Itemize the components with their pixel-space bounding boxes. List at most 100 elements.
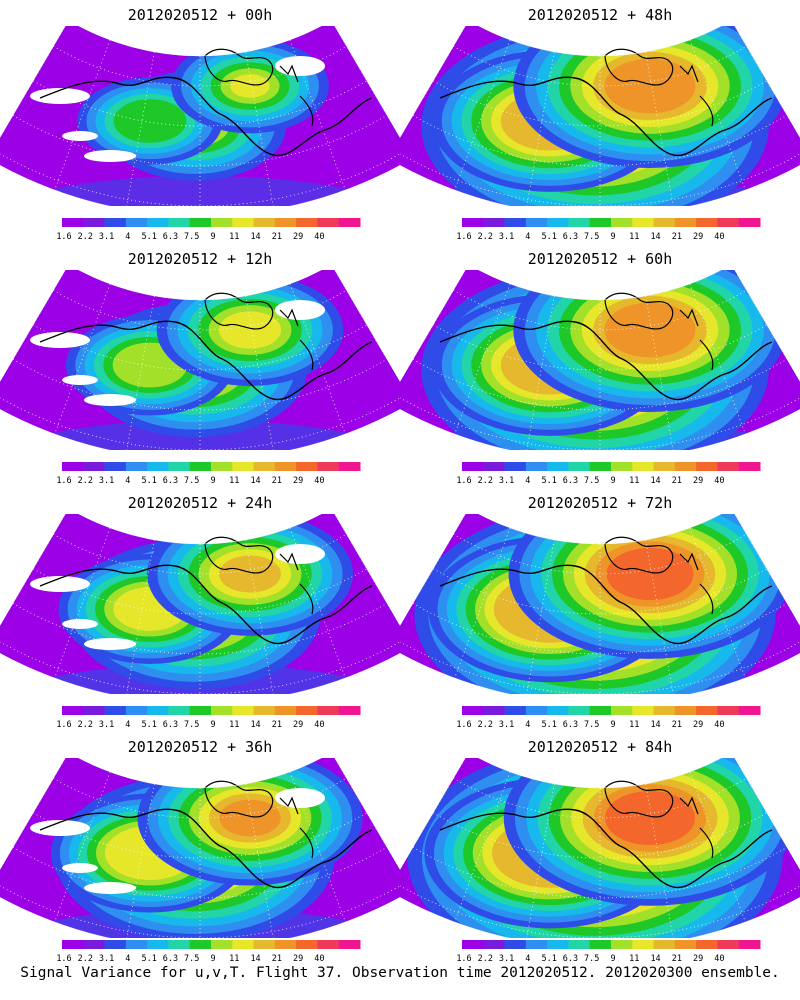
map-boundary bbox=[0, 26, 400, 206]
colorbar-swatch bbox=[168, 218, 191, 227]
colorbar-swatch bbox=[653, 462, 676, 471]
colorbar-tick-label: 21 bbox=[272, 720, 282, 730]
colorbar-swatch bbox=[462, 218, 484, 227]
colorbar-swatch bbox=[589, 940, 612, 949]
colorbar-tick-label: 5.1 bbox=[141, 232, 156, 242]
panel-title: 2012020512 + 60h bbox=[527, 250, 673, 268]
graticule-latitude bbox=[32, 80, 368, 127]
colorbar-tick-label: 4 bbox=[525, 720, 530, 730]
panel-60h: 2012020512 + 60h 1.6 2.2 3.1 4 5.1 6.3 7.5 9 11 1… bbox=[400, 244, 800, 486]
panel-title: 2012020512 + 72h bbox=[527, 494, 673, 512]
colorbar-tick-label: 21 bbox=[272, 954, 282, 964]
colorbar-swatch bbox=[696, 940, 718, 949]
colorbar-swatch bbox=[674, 706, 697, 715]
coastline-islands bbox=[204, 292, 274, 330]
colorbar-tick-label: 2.2 bbox=[478, 232, 493, 242]
colorbar-tick-label: 4 bbox=[125, 720, 130, 730]
colorbar: 1.6 2.2 3.1 4 5.1 6.3 7.5 9 11 14 21 29 40 bbox=[56, 706, 361, 730]
colorbar-swatch bbox=[674, 218, 697, 227]
colorbar-swatch bbox=[211, 462, 233, 471]
colorbar-tick-label: 6.3 bbox=[563, 720, 578, 730]
colorbar-tick-label: 7.5 bbox=[184, 954, 199, 964]
graticule-latitude bbox=[12, 602, 388, 655]
colorbar-swatch bbox=[62, 218, 84, 227]
colorbar-swatch bbox=[83, 940, 106, 949]
colorbar-swatch bbox=[62, 940, 84, 949]
field-gap bbox=[30, 576, 90, 592]
colorbar-tick-label: 11 bbox=[229, 720, 239, 730]
panel-title: 2012020512 + 36h bbox=[127, 738, 273, 756]
colorbar-tick-label: 1.6 bbox=[456, 476, 471, 486]
coastline-east bbox=[679, 308, 714, 371]
map-boundary bbox=[0, 758, 400, 938]
colorbar-tick-label: 21 bbox=[272, 232, 282, 242]
colorbar-tick-label: 3.1 bbox=[499, 232, 514, 242]
graticule-meridian bbox=[454, 283, 511, 435]
coastline-islands bbox=[604, 48, 674, 86]
colorbar-tick-label: 7.5 bbox=[584, 720, 599, 730]
field-contour bbox=[113, 99, 187, 143]
colorbar-tick-label: 3.1 bbox=[99, 954, 114, 964]
colorbar-tick-label: 5.1 bbox=[541, 720, 556, 730]
colorbar-swatch bbox=[232, 462, 255, 471]
colorbar-swatch bbox=[483, 462, 506, 471]
colorbar-swatch bbox=[338, 940, 361, 949]
colorbar-tick-label: 9 bbox=[610, 720, 615, 730]
colorbar-swatch bbox=[632, 706, 655, 715]
field-gap bbox=[62, 131, 98, 141]
colorbar-tick-label: 21 bbox=[672, 954, 682, 964]
coastline-east bbox=[279, 552, 314, 615]
colorbar-tick-label: 1.6 bbox=[456, 232, 471, 242]
graticule-meridian bbox=[54, 39, 111, 191]
colorbar-tick-label: 11 bbox=[229, 954, 239, 964]
colorbar-swatch bbox=[568, 462, 591, 471]
colorbar-tick-label: 9 bbox=[610, 232, 615, 242]
field-gap bbox=[275, 788, 325, 808]
colorbar-swatch bbox=[483, 940, 506, 949]
colorbar-tick-label: 9 bbox=[210, 720, 215, 730]
panel-36h: 2012020512 + 36h 1.6 2.2 3.1 4 5.1 6.3 7.5 9 11 1… bbox=[0, 732, 400, 972]
colorbar-tick-label: 5.1 bbox=[541, 954, 556, 964]
colorbar-swatch bbox=[462, 940, 484, 949]
colorbar-swatch bbox=[253, 940, 276, 949]
figure-caption: Signal Variance for u,v,T. Flight 37. Ob… bbox=[20, 965, 780, 981]
coastline-islands bbox=[204, 780, 274, 818]
colorbar-tick-label: 6.3 bbox=[163, 720, 178, 730]
field-contour bbox=[219, 799, 281, 837]
map-boundary bbox=[400, 514, 800, 694]
colorbar-tick-label: 9 bbox=[610, 476, 615, 486]
graticule-latitude bbox=[32, 812, 368, 859]
colorbar-tick-label: 40 bbox=[714, 720, 724, 730]
map bbox=[400, 514, 800, 694]
colorbar-tick-label: 5.1 bbox=[141, 476, 156, 486]
colorbar-tick-label: 5.1 bbox=[141, 954, 156, 964]
field-gap bbox=[30, 820, 90, 836]
colorbar-tick-label: 4 bbox=[125, 476, 130, 486]
coastline-east bbox=[279, 64, 314, 127]
field-gap bbox=[84, 394, 136, 406]
variance-field bbox=[0, 26, 400, 206]
colorbar-tick-label: 29 bbox=[693, 720, 703, 730]
colorbar-swatch bbox=[462, 706, 484, 715]
colorbar-swatch bbox=[147, 218, 169, 227]
colorbar-tick-label: 2.2 bbox=[78, 476, 93, 486]
coastline-islands bbox=[204, 48, 274, 86]
field-gap bbox=[62, 375, 98, 385]
field-contour bbox=[218, 311, 282, 349]
colorbar-swatch bbox=[296, 218, 318, 227]
field-gap bbox=[275, 56, 325, 76]
map bbox=[400, 758, 800, 938]
colorbar-swatch bbox=[83, 218, 106, 227]
colorbar-swatch bbox=[104, 218, 127, 227]
colorbar-swatch bbox=[189, 706, 212, 715]
colorbar-swatch bbox=[717, 218, 740, 227]
map-boundary bbox=[400, 758, 800, 938]
panel-title: 2012020512 + 84h bbox=[527, 738, 673, 756]
colorbar-tick-label: 1.6 bbox=[56, 232, 71, 242]
colorbar-tick-label: 1.6 bbox=[456, 954, 471, 964]
colorbar-tick-label: 2.2 bbox=[78, 232, 93, 242]
colorbar-tick-label: 6.3 bbox=[163, 954, 178, 964]
colorbar-tick-label: 40 bbox=[314, 232, 324, 242]
field-band bbox=[0, 908, 400, 938]
field-gap bbox=[275, 544, 325, 564]
